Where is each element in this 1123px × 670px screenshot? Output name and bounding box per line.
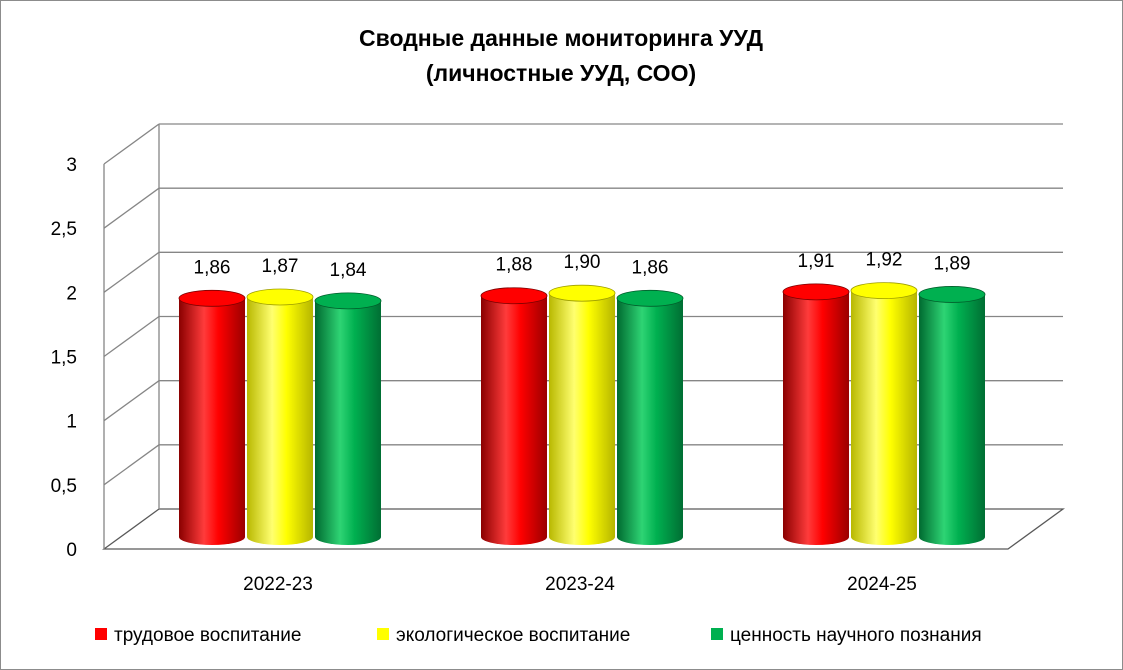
bars [178, 282, 986, 545]
bar-top [850, 282, 918, 300]
bar [617, 298, 683, 545]
gridline-side [103, 251, 160, 293]
data-label: 1,91 [798, 251, 835, 272]
legend-label: трудовое воспитание [114, 625, 301, 646]
bar [919, 294, 985, 545]
legend-item: экологическое воспитание [377, 625, 630, 646]
bar [851, 290, 917, 545]
bar [481, 295, 547, 545]
legend-swatch [711, 628, 723, 640]
legend-label: ценность научного познания [730, 625, 982, 646]
y-tick-label: 0 [66, 540, 77, 561]
bar-top [178, 289, 246, 307]
legend-item: трудовое воспитание [95, 625, 301, 646]
y-tick-label: 1 [66, 412, 77, 433]
gridline-side [103, 380, 160, 422]
legend-swatch [377, 628, 389, 640]
data-label: 1,86 [194, 257, 231, 278]
gridline-side [103, 123, 160, 165]
data-label: 1,92 [866, 250, 903, 271]
y-tick-label: 0,5 [51, 476, 77, 497]
bar [783, 291, 849, 545]
gridline-side [103, 187, 160, 229]
gridline-side [103, 315, 160, 358]
x-axis-labels: 2022-23 2023-24 2024-25 [243, 574, 917, 595]
bar [179, 298, 245, 545]
data-label: 1,89 [934, 253, 971, 274]
y-axis: 0 0,5 1 1,5 2 2,5 3 [51, 124, 160, 561]
legend-label: экологическое воспитание [396, 625, 630, 646]
x-tick-label: 2023-24 [545, 574, 615, 595]
chart-title-line-2: (личностные УУД, СОО) [426, 60, 696, 86]
y-tick-label: 3 [66, 155, 77, 176]
legend-swatch [95, 628, 107, 640]
bar-top [548, 284, 616, 302]
legend: трудовое воспитание экологическое воспита… [95, 625, 982, 646]
data-labels: 1,86 1,87 1,84 1,88 1,90 1,86 1,91 1,92 1,89 [194, 250, 971, 281]
bar-top [918, 286, 986, 303]
x-tick-label: 2022-23 [243, 574, 313, 595]
y-tick-label: 1,5 [51, 348, 77, 369]
y-tick-label: 2 [66, 283, 77, 304]
bar [549, 293, 615, 545]
data-label: 1,90 [564, 252, 601, 273]
data-label: 1,87 [262, 256, 299, 277]
x-tick-label: 2024-25 [847, 574, 917, 595]
y-tick-label: 2,5 [51, 219, 77, 240]
data-label: 1,86 [632, 257, 669, 278]
gridline-side [103, 444, 160, 486]
bar [247, 297, 313, 545]
legend-item: ценность научного познания [711, 625, 982, 646]
bar-top [480, 287, 548, 305]
bar-top [616, 289, 684, 307]
data-label: 1,88 [496, 255, 533, 276]
bar-top [314, 292, 382, 310]
chart-title-line-1: Сводные данные мониторинга УУД [359, 25, 763, 51]
data-label: 1,84 [330, 260, 367, 281]
chart-floor [102, 508, 1065, 550]
bar-top [246, 288, 314, 306]
bar [315, 300, 381, 545]
bar-top [782, 283, 850, 301]
